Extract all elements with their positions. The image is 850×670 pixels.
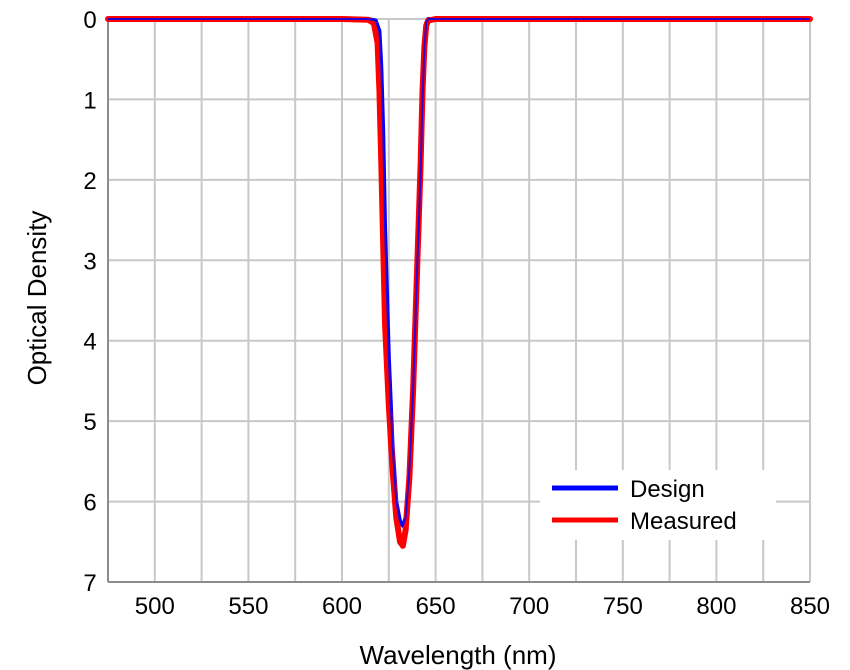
y-tick-label: 6 (83, 490, 96, 517)
y-tick-label: 0 (83, 7, 96, 34)
legend-label-measured: Measured (630, 508, 737, 535)
x-tick-label: 550 (228, 593, 268, 620)
series-line-design (106, 17, 812, 528)
y-tick-label: 2 (83, 168, 96, 195)
series-line-design-overlay (108, 18, 810, 527)
y-tick-label: 4 (83, 329, 96, 356)
x-tick-label: 850 (790, 593, 830, 620)
series-layer (105, 16, 813, 549)
legend-label-design: Design (630, 476, 705, 503)
y-tick-label: 7 (83, 570, 96, 597)
x-tick-label: 800 (696, 593, 736, 620)
x-tick-label: 600 (322, 593, 362, 620)
x-tick-label: 650 (416, 593, 456, 620)
x-tick-label: 750 (603, 593, 643, 620)
y-tick-label: 5 (83, 409, 96, 436)
legend-background (540, 470, 776, 540)
y-tick-label: 3 (83, 248, 96, 275)
legend: Design Measured (540, 470, 776, 540)
tick-labels: 500 550 600 650 700 750 800 850 0 1 2 3 4 5 6 7 (83, 7, 830, 620)
x-axis-title: Wavelength (nm) (360, 640, 557, 670)
x-tick-label: 500 (135, 593, 175, 620)
y-axis-title: Optical Density (22, 211, 52, 386)
series-line-measured (105, 16, 813, 549)
y-tick-label: 1 (83, 87, 96, 114)
x-tick-label: 700 (509, 593, 549, 620)
